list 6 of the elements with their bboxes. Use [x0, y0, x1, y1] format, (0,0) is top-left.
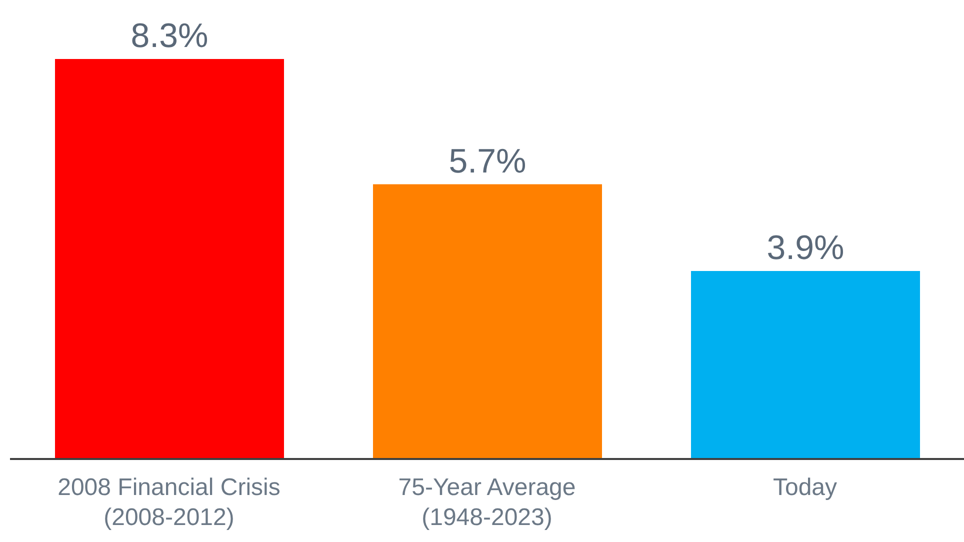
- x-tick-label: Today: [772, 474, 838, 501]
- data-label: 8.3%: [130, 17, 208, 55]
- x-tick-label: 2008 Financial Crisis (2008-2012): [58, 474, 280, 531]
- data-label: 5.7%: [448, 142, 526, 180]
- x-tick-label: 75-Year Average (1948-2023): [398, 474, 576, 531]
- data-label: 3.9%: [766, 229, 844, 268]
